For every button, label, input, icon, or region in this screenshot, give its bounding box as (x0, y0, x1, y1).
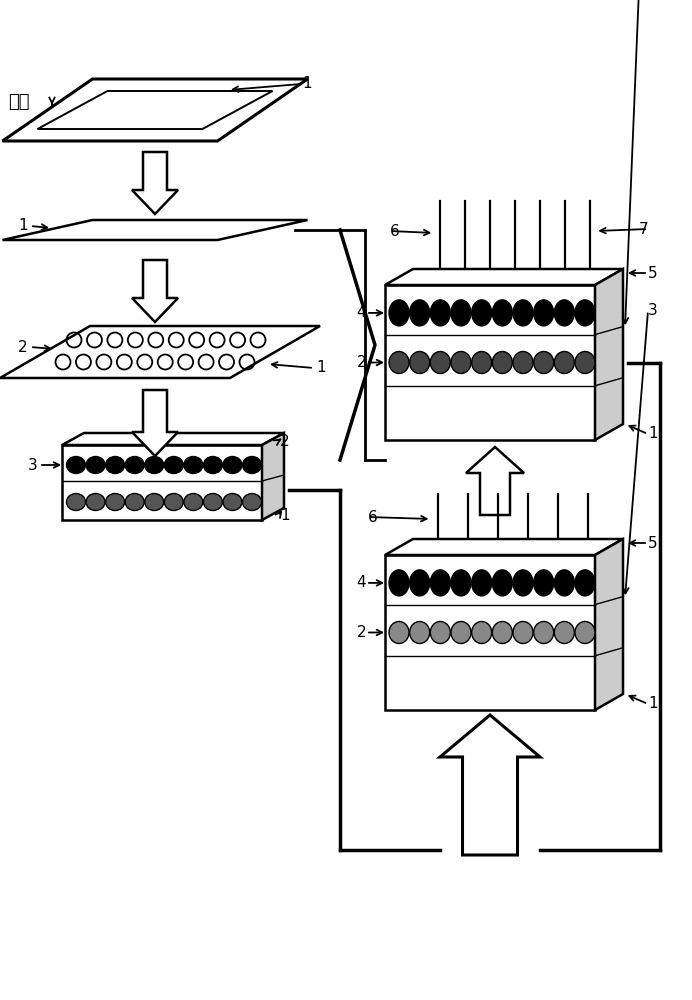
Ellipse shape (451, 621, 471, 644)
Ellipse shape (184, 456, 203, 474)
Polygon shape (3, 220, 307, 240)
Ellipse shape (575, 570, 595, 596)
Text: 2: 2 (356, 625, 366, 640)
Ellipse shape (472, 300, 492, 326)
Ellipse shape (575, 352, 595, 373)
Text: 1: 1 (280, 508, 290, 524)
Ellipse shape (472, 621, 492, 644)
Text: 5: 5 (648, 265, 657, 280)
Ellipse shape (389, 300, 409, 326)
Ellipse shape (125, 456, 144, 474)
Ellipse shape (513, 352, 533, 373)
Ellipse shape (492, 621, 512, 644)
Ellipse shape (389, 352, 409, 373)
Polygon shape (440, 715, 540, 855)
Ellipse shape (66, 456, 86, 474)
Text: 4: 4 (356, 575, 366, 590)
Text: 3: 3 (648, 303, 658, 318)
Text: 1: 1 (18, 219, 28, 233)
Ellipse shape (184, 493, 203, 510)
Ellipse shape (410, 570, 430, 596)
Ellipse shape (451, 352, 471, 373)
Ellipse shape (451, 300, 471, 326)
Text: 玻片: 玻片 (8, 93, 30, 111)
Polygon shape (466, 447, 524, 515)
Ellipse shape (164, 493, 183, 510)
Ellipse shape (410, 621, 430, 644)
Text: 5: 5 (648, 536, 657, 550)
Ellipse shape (492, 300, 512, 326)
Polygon shape (385, 539, 623, 555)
Text: 7: 7 (639, 222, 648, 236)
Ellipse shape (106, 493, 125, 510)
Polygon shape (62, 433, 284, 445)
Ellipse shape (430, 300, 450, 326)
Ellipse shape (223, 456, 242, 474)
Ellipse shape (534, 570, 554, 596)
Polygon shape (132, 152, 178, 214)
Ellipse shape (575, 621, 595, 644)
Ellipse shape (534, 352, 554, 373)
Text: 1: 1 (648, 426, 657, 442)
Polygon shape (62, 445, 262, 520)
Ellipse shape (554, 352, 574, 373)
Polygon shape (3, 79, 307, 141)
Polygon shape (132, 390, 178, 456)
Ellipse shape (125, 493, 144, 510)
Ellipse shape (145, 493, 164, 510)
Polygon shape (132, 260, 178, 322)
Text: 1: 1 (648, 696, 657, 712)
Ellipse shape (86, 493, 105, 510)
Ellipse shape (203, 456, 222, 474)
Ellipse shape (492, 352, 512, 373)
Ellipse shape (242, 456, 262, 474)
Polygon shape (385, 269, 623, 285)
Ellipse shape (513, 570, 533, 596)
Ellipse shape (513, 300, 533, 326)
Ellipse shape (554, 621, 574, 644)
Ellipse shape (389, 570, 409, 596)
Text: 2: 2 (356, 355, 366, 370)
Polygon shape (37, 91, 273, 129)
Text: 1: 1 (316, 360, 326, 375)
Ellipse shape (534, 621, 554, 644)
Text: 6: 6 (368, 510, 378, 524)
Ellipse shape (430, 352, 450, 373)
Ellipse shape (472, 352, 492, 373)
Polygon shape (385, 285, 595, 440)
Ellipse shape (145, 456, 164, 474)
Ellipse shape (410, 352, 430, 373)
Text: 2: 2 (18, 340, 28, 355)
Ellipse shape (430, 570, 450, 596)
Ellipse shape (451, 570, 471, 596)
Text: 3: 3 (28, 458, 38, 473)
Ellipse shape (223, 493, 242, 510)
Polygon shape (595, 539, 623, 710)
Text: 2: 2 (280, 434, 290, 448)
Ellipse shape (430, 621, 450, 644)
Text: 4: 4 (356, 305, 366, 320)
Ellipse shape (203, 493, 222, 510)
Ellipse shape (492, 570, 512, 596)
Text: 6: 6 (390, 224, 400, 238)
Polygon shape (385, 555, 595, 710)
Ellipse shape (106, 456, 125, 474)
Ellipse shape (513, 621, 533, 644)
Polygon shape (262, 433, 284, 520)
Ellipse shape (410, 300, 430, 326)
Ellipse shape (389, 621, 409, 644)
Text: 1: 1 (302, 77, 311, 92)
Ellipse shape (534, 300, 554, 326)
Ellipse shape (164, 456, 183, 474)
Ellipse shape (242, 493, 262, 510)
Ellipse shape (66, 493, 86, 510)
Ellipse shape (554, 300, 574, 326)
Ellipse shape (472, 570, 492, 596)
Ellipse shape (575, 300, 595, 326)
Polygon shape (0, 326, 320, 378)
Ellipse shape (554, 570, 574, 596)
Ellipse shape (86, 456, 105, 474)
Polygon shape (595, 269, 623, 440)
